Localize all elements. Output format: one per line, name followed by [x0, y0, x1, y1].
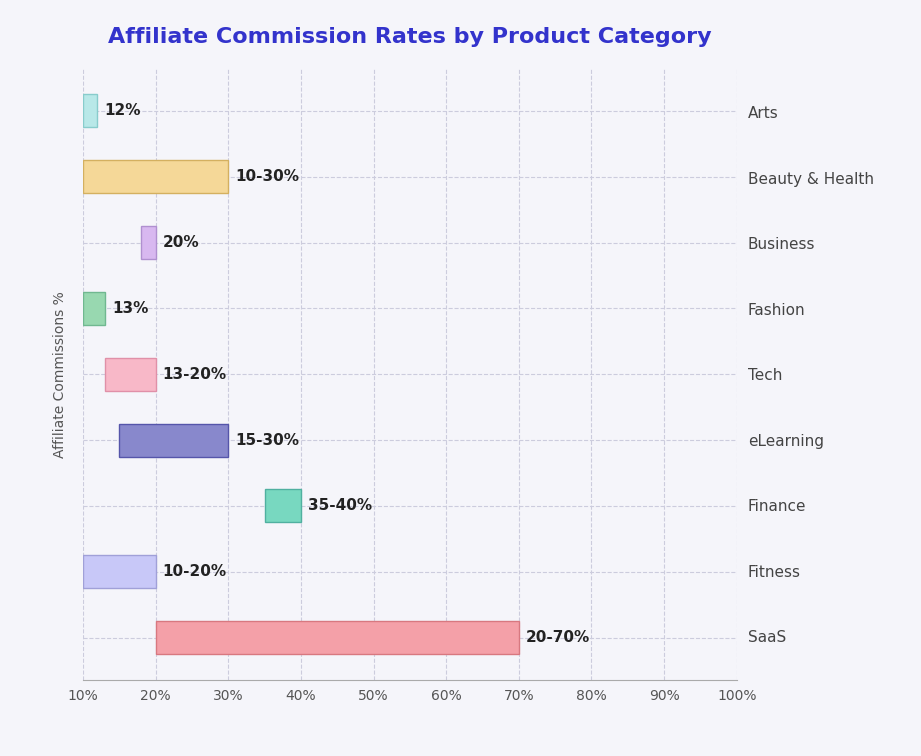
Bar	[105, 358, 156, 391]
Text: 20-70%: 20-70%	[526, 630, 590, 645]
Text: 15-30%: 15-30%	[236, 432, 299, 448]
Title: Affiliate Commission Rates by Product Category: Affiliate Commission Rates by Product Ca…	[108, 27, 712, 47]
Bar	[83, 94, 98, 127]
Text: 10-20%: 10-20%	[163, 564, 227, 579]
Bar	[83, 160, 228, 193]
Text: 13-20%: 13-20%	[163, 367, 227, 382]
Text: 13%: 13%	[112, 301, 148, 316]
Text: 20%: 20%	[163, 235, 200, 250]
Text: 35-40%: 35-40%	[309, 498, 372, 513]
Text: 10-30%: 10-30%	[236, 169, 299, 184]
Y-axis label: Affiliate Commissions %: Affiliate Commissions %	[52, 291, 67, 457]
Bar	[141, 226, 156, 259]
Text: 12%: 12%	[105, 104, 141, 119]
Bar	[156, 621, 519, 654]
Bar	[83, 556, 156, 588]
Bar	[83, 292, 105, 325]
Bar	[119, 423, 228, 457]
Bar	[264, 489, 301, 522]
